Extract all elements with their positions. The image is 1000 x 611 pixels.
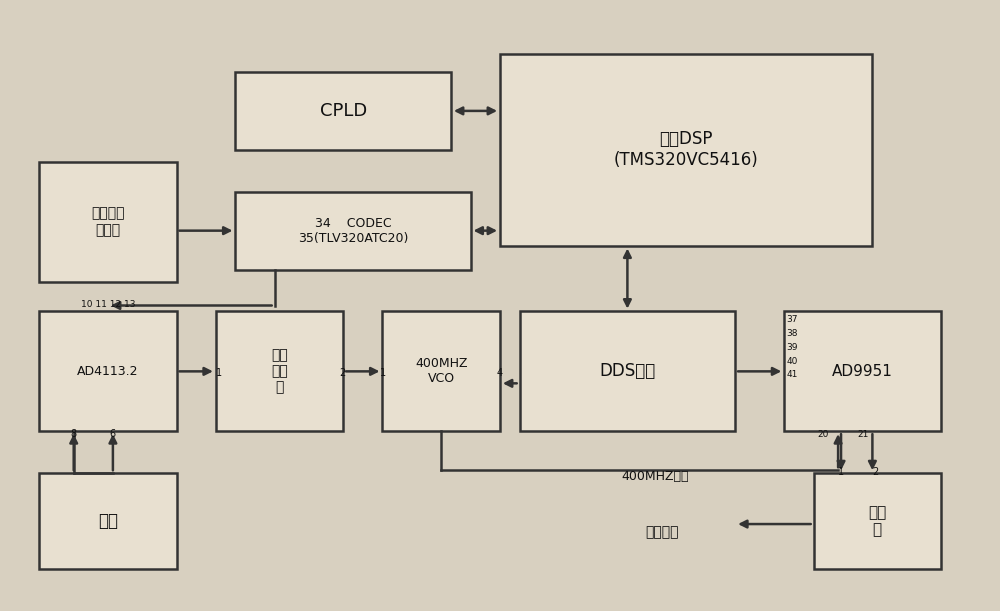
Text: AD4113.2: AD4113.2 bbox=[77, 365, 139, 378]
Bar bbox=[39, 312, 177, 431]
Text: 8: 8 bbox=[71, 430, 77, 439]
Text: AD9951: AD9951 bbox=[832, 364, 893, 379]
Text: 2: 2 bbox=[872, 467, 878, 477]
Text: CPLD: CPLD bbox=[320, 102, 367, 120]
Text: 环路
滤波
器: 环路 滤波 器 bbox=[271, 348, 288, 395]
Text: 400MHZ时钟: 400MHZ时钟 bbox=[621, 470, 689, 483]
Text: 2: 2 bbox=[339, 368, 346, 378]
Text: 34    CODEC
35(TLV320ATC20): 34 CODEC 35(TLV320ATC20) bbox=[298, 217, 408, 244]
Bar bbox=[500, 54, 872, 246]
Text: 1: 1 bbox=[838, 467, 844, 477]
Text: 10 11 12 13: 10 11 12 13 bbox=[81, 300, 135, 309]
Text: 主片DSP
(TMS320VC5416): 主片DSP (TMS320VC5416) bbox=[614, 130, 759, 169]
Text: DDS控制: DDS控制 bbox=[599, 362, 656, 381]
Text: 音频输入
放大器: 音频输入 放大器 bbox=[91, 207, 125, 237]
Bar bbox=[39, 473, 177, 569]
Text: 400MHZ
VCO: 400MHZ VCO bbox=[415, 357, 467, 386]
Text: 37: 37 bbox=[786, 315, 798, 324]
Text: 39: 39 bbox=[786, 343, 798, 352]
Text: 射频输出: 射频输出 bbox=[645, 525, 678, 539]
Text: 1: 1 bbox=[380, 368, 386, 378]
Bar bbox=[814, 473, 941, 569]
Text: 1: 1 bbox=[216, 368, 222, 378]
Bar bbox=[784, 312, 941, 431]
Bar bbox=[235, 192, 471, 269]
Bar bbox=[216, 312, 343, 431]
Text: 41: 41 bbox=[786, 370, 798, 379]
Bar bbox=[382, 312, 500, 431]
Bar bbox=[520, 312, 735, 431]
Text: 38: 38 bbox=[786, 329, 798, 338]
Text: 40: 40 bbox=[786, 357, 798, 366]
Text: 20: 20 bbox=[818, 430, 829, 439]
Text: 标频: 标频 bbox=[98, 512, 118, 530]
Text: 4: 4 bbox=[496, 368, 502, 378]
Bar bbox=[39, 162, 177, 282]
Bar bbox=[235, 72, 451, 150]
Text: 6: 6 bbox=[110, 430, 116, 439]
Text: 变压
器: 变压 器 bbox=[868, 505, 886, 537]
Text: 21: 21 bbox=[857, 430, 868, 439]
